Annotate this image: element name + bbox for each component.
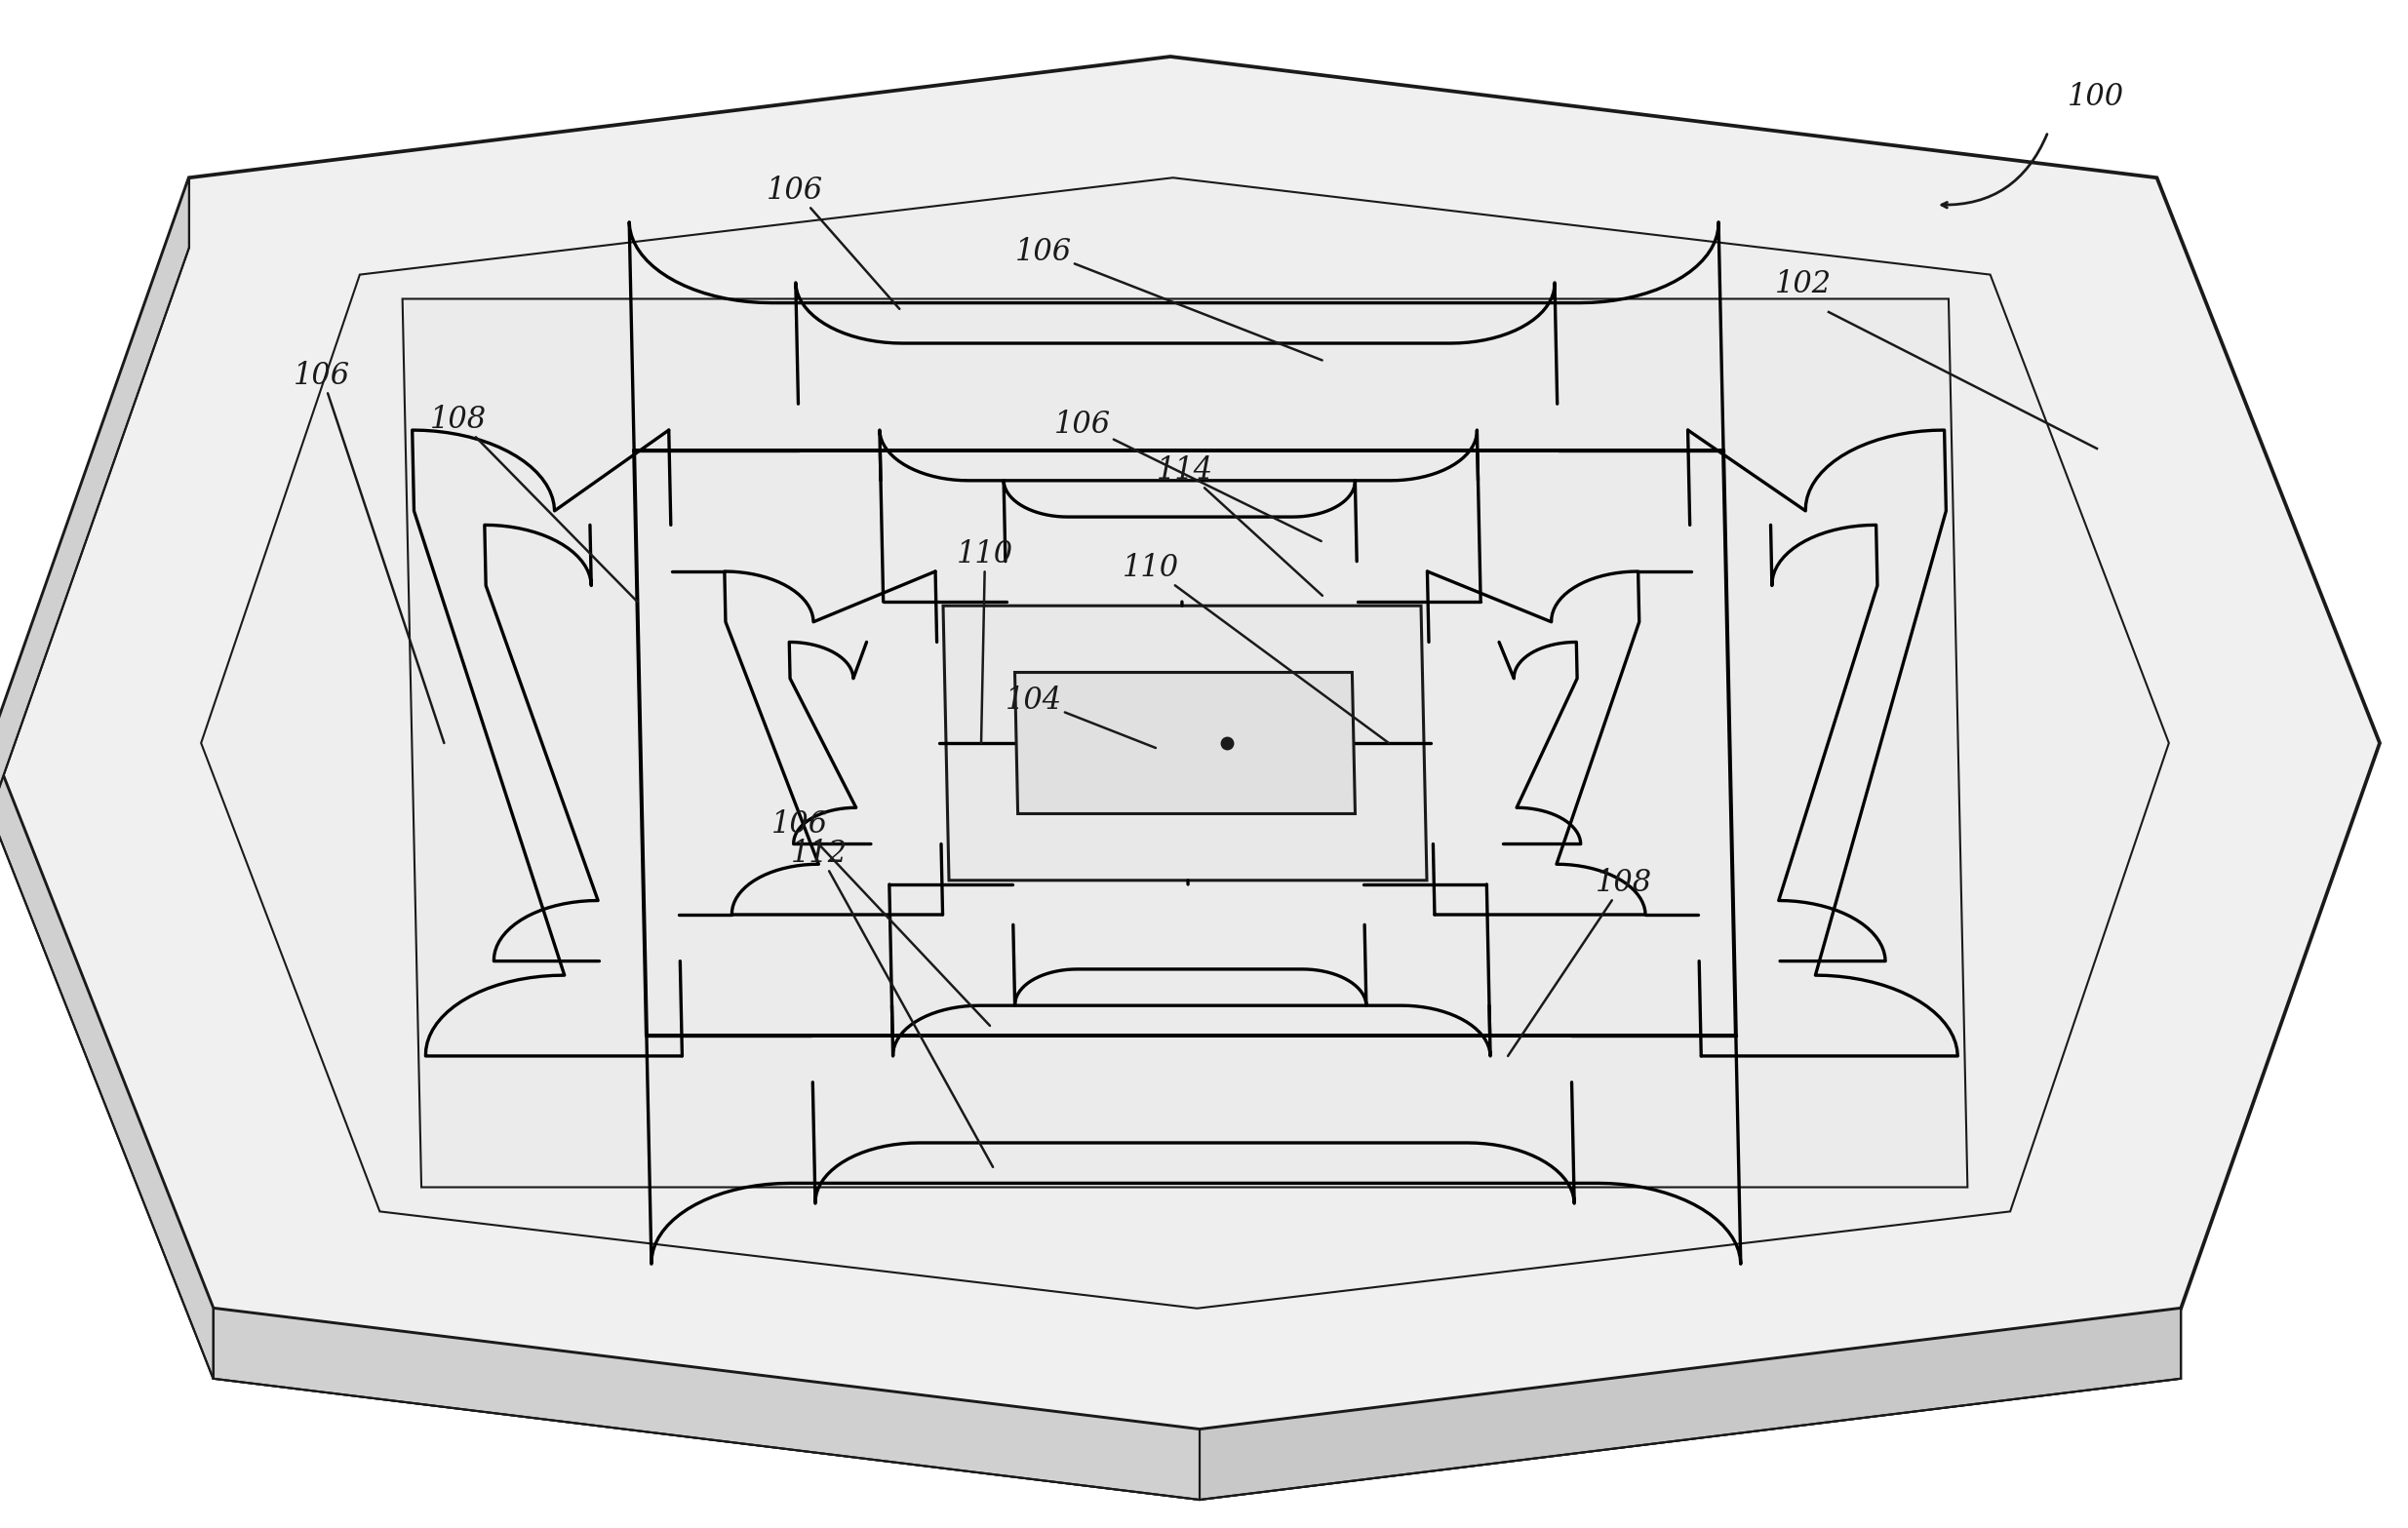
Polygon shape	[214, 1308, 1199, 1499]
Polygon shape	[214, 1308, 1199, 1499]
Text: 106: 106	[1016, 237, 1322, 361]
Text: 100: 100	[2068, 83, 2124, 112]
Text: 110: 110	[1122, 553, 1389, 743]
Text: 106: 106	[766, 176, 901, 309]
Polygon shape	[944, 605, 1428, 880]
Polygon shape	[0, 57, 2379, 1430]
Text: 106: 106	[1055, 410, 1322, 541]
Polygon shape	[1199, 1308, 2182, 1499]
Text: 110: 110	[956, 539, 1014, 743]
Polygon shape	[0, 743, 214, 1378]
Text: 106: 106	[771, 808, 990, 1025]
Text: 104: 104	[1007, 685, 1156, 747]
Text: 108: 108	[431, 405, 638, 602]
Polygon shape	[1014, 672, 1356, 814]
Polygon shape	[0, 177, 190, 813]
Text: 106: 106	[294, 361, 443, 743]
Polygon shape	[202, 177, 2170, 1308]
Text: 112: 112	[790, 839, 992, 1167]
Polygon shape	[402, 299, 1967, 1187]
Text: 108: 108	[1507, 868, 1652, 1056]
Text: 102: 102	[1775, 269, 1832, 299]
Polygon shape	[1199, 1308, 2182, 1499]
Text: 114: 114	[1156, 455, 1322, 596]
